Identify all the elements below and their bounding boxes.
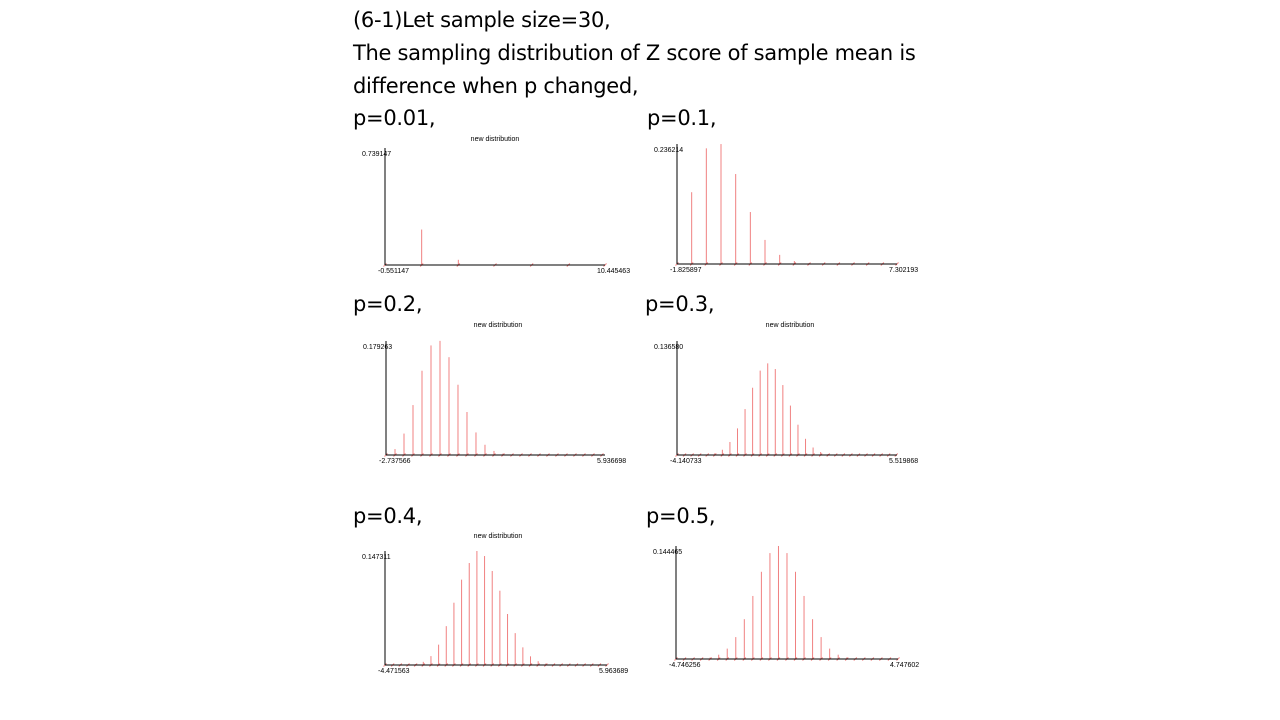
y-max-label: 0.179263: [363, 344, 392, 351]
x-max-label: 5.936698: [597, 458, 626, 465]
x-min-label: -4.471563: [378, 668, 410, 675]
bar-tick-mark: [605, 663, 609, 667]
panel-label-p03: p=0.3,: [645, 292, 715, 316]
bar-tick-mark: [895, 262, 899, 266]
panel-label-p05: p=0.5,: [646, 504, 716, 528]
panel-label-p001: p=0.01,: [353, 106, 436, 130]
y-max-label: 0.739147: [362, 151, 391, 158]
chart-title: new distribution: [474, 322, 523, 329]
bar-tick-mark: [603, 263, 607, 267]
x-max-label: 10.445463: [597, 268, 630, 275]
heading-line-1: (6-1)Let sample size=30,: [353, 8, 611, 32]
panel-label-p04: p=0.4,: [353, 504, 423, 528]
x-min-label: -4.746256: [669, 662, 701, 669]
x-min-label: -2.737566: [379, 458, 411, 465]
y-max-label: 0.144465: [653, 549, 682, 556]
chart-title: new distribution: [474, 533, 523, 540]
x-min-label: -1.825897: [670, 267, 702, 274]
chart-title: new distribution: [766, 322, 815, 329]
x-max-label: 4.747602: [890, 662, 919, 669]
y-max-label: 0.136580: [654, 344, 683, 351]
heading-line-2: The sampling distribution of Z score of …: [353, 41, 916, 65]
y-max-label: 0.147311: [362, 554, 391, 561]
x-min-label: -0.551147: [378, 268, 409, 275]
heading: (6-1)Let sample size=30, The sampling di…: [353, 4, 916, 103]
chart-title: new distribution: [471, 136, 520, 143]
x-min-label: -4.140733: [670, 458, 702, 465]
panel-label-p02: p=0.2,: [353, 292, 423, 316]
panel-label-p01: p=0.1,: [647, 106, 717, 130]
heading-line-3: difference when p changed,: [353, 74, 639, 98]
x-max-label: 5.963689: [599, 668, 628, 675]
y-max-label: 0.236214: [654, 147, 683, 154]
x-max-label: 7.302193: [889, 267, 918, 274]
x-max-label: 5.519868: [889, 458, 918, 465]
